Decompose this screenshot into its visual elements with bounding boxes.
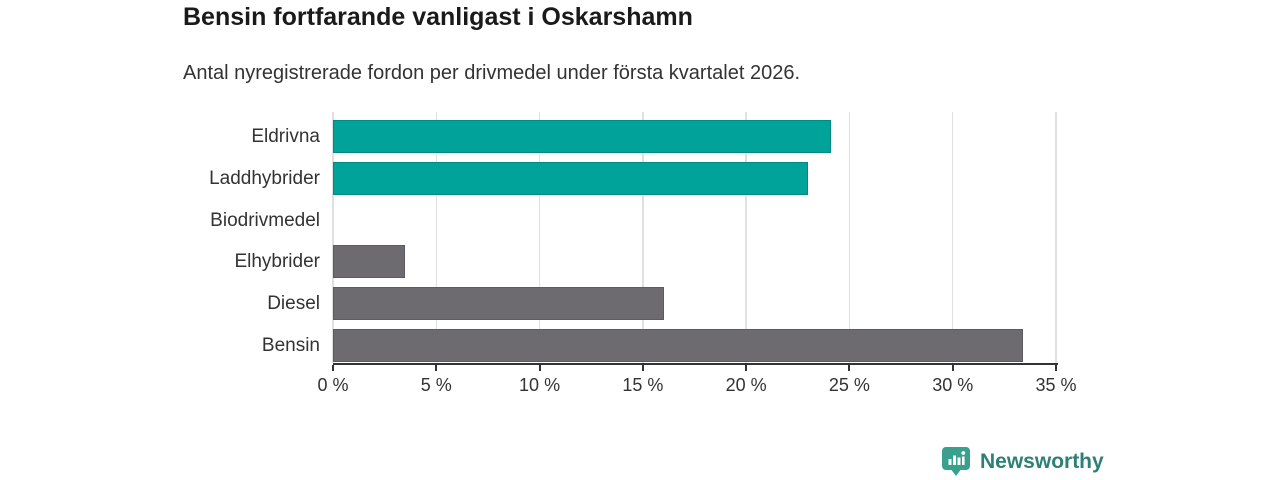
bar-bensin <box>333 329 1023 363</box>
chart-row-biodrivmedel: Biodrivmedel <box>210 196 1056 238</box>
plot-area: Eldrivna Laddhybrider Biodrivmedel Elhybrid… <box>209 112 1077 395</box>
bar-laddhybrider <box>333 161 809 195</box>
axis-tick-25 <box>848 365 851 371</box>
axis-tick-10 <box>538 365 541 371</box>
chart-row-diesel: Diesel <box>267 279 1056 321</box>
gridline-5 <box>435 112 438 363</box>
page-title: Bensin fortfarande vanligast i Oskarsham… <box>183 3 693 31</box>
axis-tick-5 <box>435 365 438 371</box>
x-axis-line <box>333 363 1058 365</box>
axis-tick-label: 20 % <box>725 375 767 395</box>
axis-tick-label: 0 % <box>317 375 349 395</box>
gridline-25 <box>848 112 851 363</box>
axis-tick-label: 10 % <box>519 375 561 395</box>
bar-diesel <box>333 287 664 321</box>
chart-row-elhybrider: Elhybrider <box>234 237 1056 279</box>
chart-subtitle: Antal nyregistrerade fordon per drivmede… <box>183 62 801 84</box>
category-label: Diesel <box>267 293 320 315</box>
category-label: Bensin <box>261 335 320 357</box>
category-label: Laddhybrider <box>209 167 320 189</box>
gridline-20 <box>745 112 747 363</box>
axis-tick-label: 25 % <box>828 375 870 395</box>
category-label: Elhybrider <box>234 251 320 273</box>
axis-tick-label: 5 % <box>420 375 452 395</box>
axis-tick-label: 35 % <box>1035 375 1077 395</box>
axis-tick-20 <box>745 365 748 371</box>
axis-tick-35 <box>1055 365 1057 371</box>
axis-tick-label: 30 % <box>932 375 974 395</box>
chart-row-eldrivna: Eldrivna <box>251 112 1056 154</box>
axis-tick-30 <box>951 365 954 371</box>
chart-row-bensin: Bensin <box>262 321 1056 363</box>
axis-tick-15 <box>641 365 644 371</box>
gridline-15 <box>642 112 644 363</box>
chart-row-laddhybrider: Laddhybrider <box>209 154 1056 196</box>
gridline-35 <box>1055 112 1057 363</box>
bar-eldrivna <box>333 120 831 153</box>
category-label: Biodrivmedel <box>210 209 320 231</box>
gridline-0 <box>332 112 334 363</box>
newsworthy-brand-text: Newsworthy <box>980 450 1104 473</box>
bar-elhybrider <box>333 245 406 279</box>
category-label: Eldrivna <box>251 126 320 147</box>
axis-tick-label: 15 % <box>622 375 664 395</box>
axis-tick-0 <box>332 365 334 371</box>
newsworthy-logo[interactable]: Newsworthy <box>941 446 1104 478</box>
gridline-30 <box>951 112 954 363</box>
newsworthy-icon <box>941 446 971 478</box>
gridline-10 <box>538 112 541 363</box>
